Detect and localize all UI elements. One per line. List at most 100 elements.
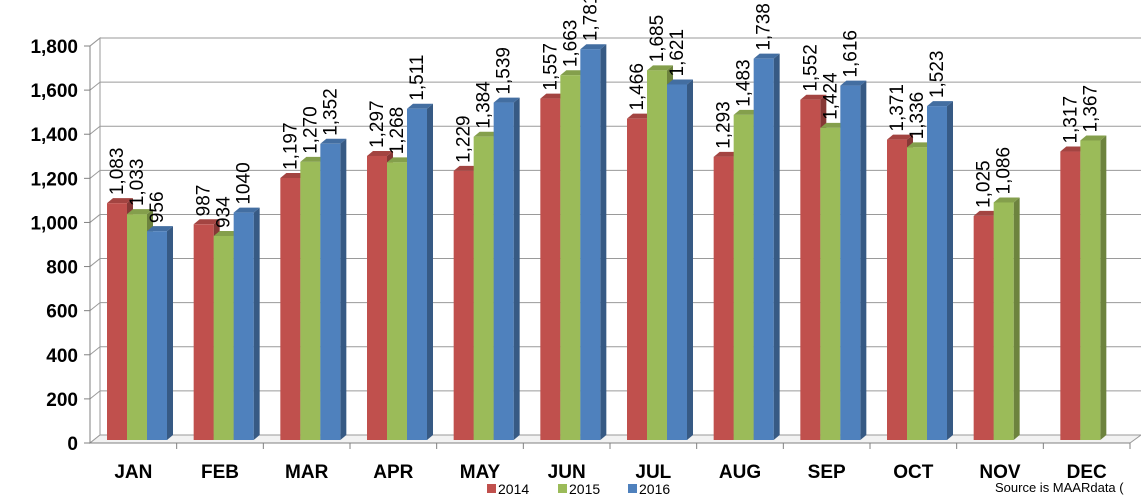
data-label: 1,317 (1060, 96, 1081, 144)
bar-side (687, 79, 693, 441)
bar-2015-nov (993, 197, 1020, 440)
x-tick-label: MAR (285, 462, 329, 483)
data-label: 1,033 (127, 159, 148, 207)
gridline-side (89, 390, 101, 400)
bar-front (993, 202, 1014, 440)
gridline-side (89, 37, 101, 47)
bar-side (513, 97, 520, 440)
y-tick-label: 1,400 (30, 125, 78, 146)
data-label: 1,268 (387, 107, 408, 155)
bar-top (233, 207, 260, 213)
bar-top (540, 93, 567, 99)
plot-walls (88, 36, 1141, 445)
bar-top (993, 197, 1020, 203)
bar-front (300, 161, 321, 440)
side-wall (89, 36, 101, 445)
gridline-side (89, 214, 101, 223)
bar-front (1060, 151, 1081, 441)
x-tick-label: JAN (114, 462, 152, 483)
bar-front (493, 102, 514, 440)
data-label: 1,336 (907, 92, 928, 140)
data-label: 1,384 (474, 81, 495, 129)
bar-2016-jul (667, 79, 693, 441)
bar-top (147, 226, 173, 232)
bar-front (540, 98, 561, 440)
y-tick-label: 0 (67, 434, 78, 455)
bar-top (493, 97, 520, 103)
bar-top (887, 134, 913, 140)
data-label: 1,083 (107, 148, 128, 196)
legend-item-2016: 2016 (628, 481, 670, 497)
data-label: 1,738 (754, 3, 775, 51)
data-label: 1,523 (927, 51, 948, 99)
bar-top (107, 198, 133, 204)
bar-top (647, 65, 673, 71)
bar-front (320, 143, 341, 440)
bar-top (713, 151, 740, 157)
bar-top (667, 79, 693, 85)
data-label: 1,424 (820, 72, 841, 120)
bar-front (473, 136, 494, 441)
data-label: 1,483 (734, 59, 755, 107)
bar-top (387, 157, 413, 163)
bar-top (1060, 146, 1087, 152)
data-label: 956 (147, 191, 168, 223)
bar-top (300, 156, 327, 162)
bar-front (233, 212, 254, 440)
data-label: 1,781 (580, 0, 601, 41)
bar-front (973, 215, 994, 440)
bar-2016-feb (233, 207, 260, 440)
bar-front (800, 99, 821, 440)
gridline-side (89, 302, 101, 312)
bar-top (973, 210, 1000, 216)
legend-swatch (628, 484, 637, 493)
bar-2016-apr (407, 103, 433, 441)
y-axis: 0 200 400 600 800 1,000 1,200 1,400 1,600 1,800 (30, 37, 91, 455)
legend-item-2014: 2014 (487, 481, 529, 497)
bar-front (213, 236, 234, 440)
bar-side (340, 138, 347, 440)
gridline-side (89, 346, 101, 356)
x-tick-label: MAY (460, 462, 501, 483)
bar-2016-aug (753, 53, 780, 441)
bar-front (713, 156, 734, 441)
gridline-side (89, 81, 101, 91)
x-tick-label: FEB (201, 462, 239, 483)
legend-label: 2016 (639, 481, 670, 497)
data-label: 1,539 (494, 47, 515, 95)
bar-top (820, 122, 847, 128)
bar-front (127, 214, 147, 440)
gridline-side (89, 258, 101, 267)
x-tick-label: NOV (979, 462, 1021, 483)
data-label: 1,297 (367, 100, 388, 148)
bar-2015-dec (1080, 135, 1107, 440)
data-label: 1,371 (887, 84, 908, 132)
bar-front (667, 84, 687, 441)
bar-2016-oct (927, 101, 953, 441)
bar-front (580, 49, 601, 441)
data-label: 1,552 (800, 44, 821, 92)
data-label: 1,025 (974, 160, 995, 208)
source-note: Source is MAARdata ( (995, 480, 1124, 495)
bar-front (627, 118, 647, 440)
legend-swatch (558, 484, 567, 493)
y-tick-label: 1,200 (30, 169, 78, 190)
bar-side (1013, 197, 1020, 440)
y-tick-label: 200 (46, 390, 78, 411)
bar-top (473, 131, 500, 137)
bar-top (800, 94, 827, 100)
bar-top (627, 113, 653, 119)
bar-top (1080, 135, 1107, 141)
bar-front (733, 114, 754, 441)
data-label: 1,621 (667, 29, 688, 77)
bar-side (947, 101, 953, 441)
x-tick-label: DEC (1067, 462, 1107, 483)
bar-front (647, 70, 667, 440)
bar-front (840, 85, 861, 441)
bar-front (820, 127, 841, 440)
bar-front (1080, 140, 1101, 440)
bar-front (387, 162, 407, 440)
bar-side (427, 103, 433, 441)
